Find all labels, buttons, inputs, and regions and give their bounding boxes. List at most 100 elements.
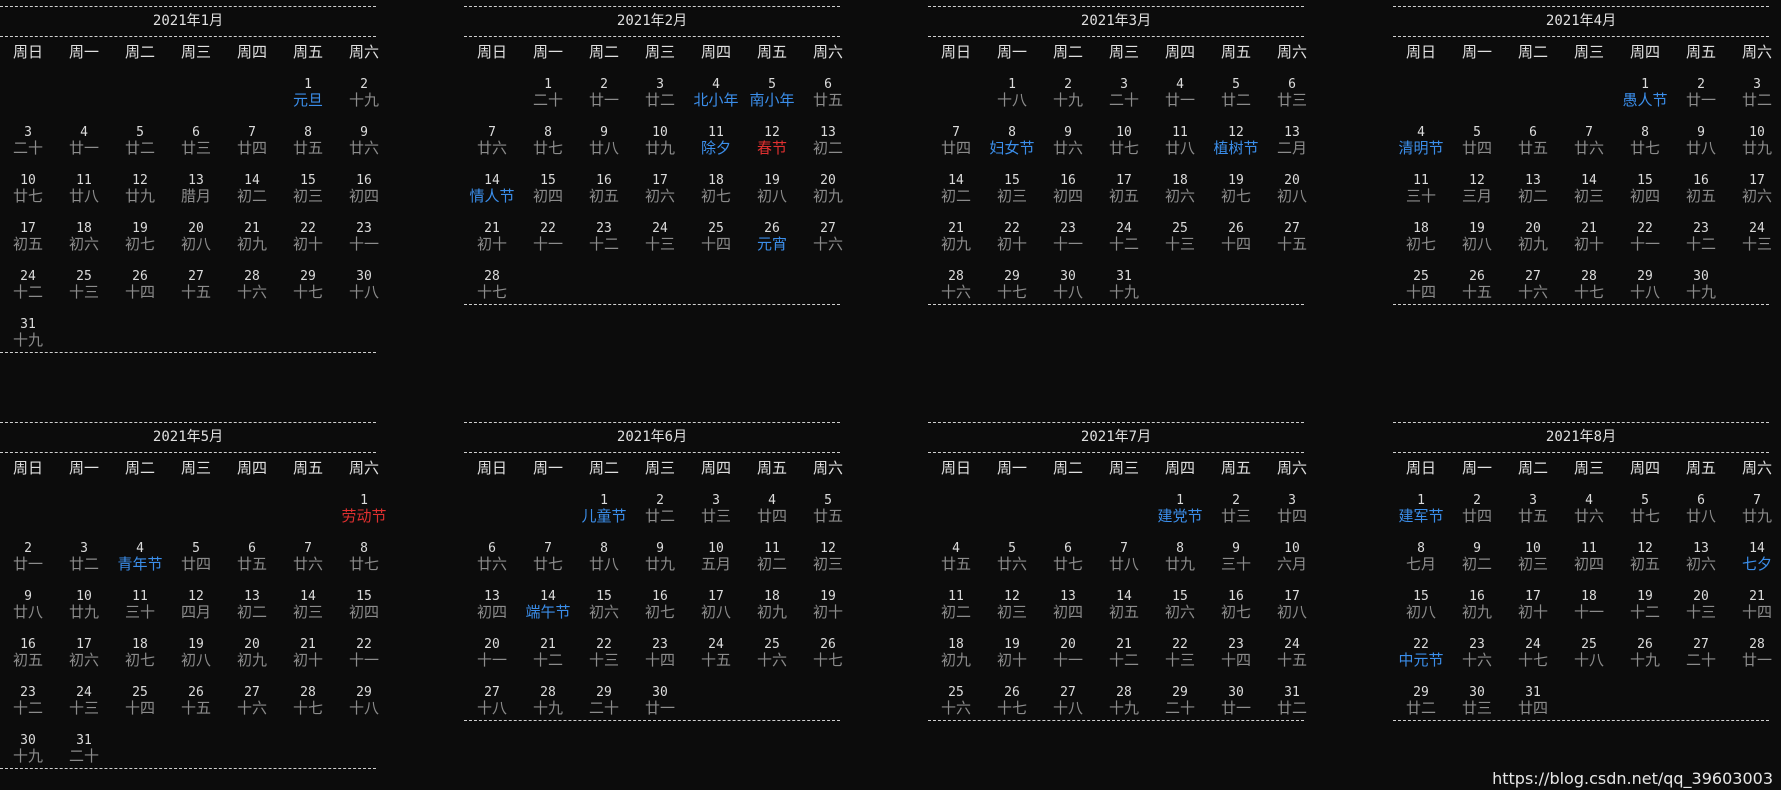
- day-number: 11: [708, 125, 724, 140]
- day-number: 8: [360, 541, 368, 556]
- day-number: 31: [76, 733, 92, 748]
- day-number: 15: [356, 589, 372, 604]
- lunar-date-label: 廿二: [124, 139, 155, 157]
- holiday-label: 植树节: [1213, 139, 1259, 157]
- lunar-date-label: 初八: [700, 603, 731, 621]
- day-cell: 9 廿八: [0, 590, 56, 621]
- lunar-date-label: 初八: [1276, 187, 1307, 205]
- separator-line: [1393, 6, 1769, 7]
- day-cell: 13 初二: [1505, 174, 1561, 205]
- day-cell: 21 初九: [224, 222, 280, 253]
- day-number: 3: [1529, 493, 1537, 508]
- day-number: 10: [652, 125, 668, 140]
- weekday-header: 周二: [1517, 43, 1548, 61]
- holiday-label: 青年节: [117, 555, 163, 573]
- day-number: 27: [1693, 637, 1709, 652]
- lunar-date-label: 廿一: [12, 555, 43, 573]
- day-cell: 1 元旦: [280, 78, 336, 109]
- day-number: 4: [80, 125, 88, 140]
- lunar-date-label: 廿六: [348, 139, 379, 157]
- lunar-date-label: 廿一: [1685, 91, 1716, 109]
- day-number: 5: [136, 125, 144, 140]
- day-number: 16: [1693, 173, 1709, 188]
- month-title: 2021年7月: [1080, 429, 1152, 445]
- lunar-date-label: 十五: [1461, 283, 1492, 301]
- day-cell: 15 初四: [520, 174, 576, 205]
- lunar-date-label: 十八: [1629, 283, 1660, 301]
- day-number: 17: [1525, 589, 1541, 604]
- lunar-date-label: 五月: [700, 555, 731, 573]
- weekday-header: 周四: [1629, 459, 1660, 477]
- holiday-label: 清明节: [1398, 139, 1444, 157]
- day-number: 2: [600, 77, 608, 92]
- day-cell: 24 十七: [1505, 638, 1561, 669]
- day-number: 1: [1417, 493, 1425, 508]
- day-number: 25: [1413, 269, 1429, 284]
- weekday-header: 周六: [1276, 459, 1307, 477]
- weekday-header: 周五: [292, 459, 323, 477]
- month-title: 2021年8月: [1545, 429, 1617, 445]
- lunar-date-label: 十二: [12, 699, 43, 717]
- lunar-date-label: 腊月: [180, 187, 211, 205]
- lunar-date-label: 初七: [1405, 235, 1436, 253]
- lunar-date-label: 十九: [1629, 651, 1660, 669]
- weekday-header: 周一: [532, 459, 563, 477]
- day-cell: 28 十七: [280, 686, 336, 717]
- lunar-date-label: 初四: [1052, 603, 1083, 621]
- day-cell: 17 初六: [56, 638, 112, 669]
- day-number: 7: [952, 125, 960, 140]
- lunar-date-label: 初二: [756, 555, 787, 573]
- day-cell: 7 廿六: [280, 542, 336, 573]
- day-number: 6: [1529, 125, 1537, 140]
- day-number: 27: [1525, 269, 1541, 284]
- lunar-date-label: 十七: [1573, 283, 1604, 301]
- day-number: 20: [1693, 589, 1709, 604]
- weekday-header: 周日: [12, 43, 43, 61]
- day-number: 2: [1473, 493, 1481, 508]
- day-number: 5: [1008, 541, 1016, 556]
- day-number: 8: [1417, 541, 1425, 556]
- lunar-date-label: 廿六: [996, 555, 1027, 573]
- lunar-date-label: 廿五: [236, 555, 267, 573]
- day-number: 14: [484, 173, 500, 188]
- day-number: 29: [1004, 269, 1020, 284]
- lunar-date-label: 十六: [1461, 651, 1492, 669]
- day-number: 28: [300, 685, 316, 700]
- day-cell: 19 初十: [800, 590, 856, 621]
- day-number: 12: [764, 125, 780, 140]
- lunar-date-label: 十九: [1108, 283, 1139, 301]
- day-cell: 2 廿一: [1673, 78, 1729, 109]
- month-title: 2021年3月: [1080, 13, 1152, 29]
- lunar-date-label: 廿一: [1164, 91, 1195, 109]
- lunar-date-label: 初二: [940, 603, 971, 621]
- lunar-date-label: 十一: [1052, 235, 1083, 253]
- day-cell: 10 廿七: [0, 174, 56, 205]
- day-number: 30: [1693, 269, 1709, 284]
- day-cell: 29 二十: [576, 686, 632, 717]
- day-number: 31: [1525, 685, 1541, 700]
- lunar-date-label: 初五: [588, 187, 619, 205]
- day-cell: 17 初十: [1505, 590, 1561, 621]
- lunar-date-label: 初四: [348, 187, 379, 205]
- day-cell: 20 初九: [1505, 222, 1561, 253]
- day-cell: 21 初十: [1561, 222, 1617, 253]
- day-cell: 7 廿六: [1561, 126, 1617, 157]
- lunar-date-label: 二十: [1685, 651, 1716, 669]
- day-number: 31: [1116, 269, 1132, 284]
- day-cell: 15 初三: [984, 174, 1040, 205]
- lunar-date-label: 廿二: [68, 555, 99, 573]
- day-cell: 28 十九: [1096, 686, 1152, 717]
- weekday-header: 周六: [348, 459, 379, 477]
- day-number: 27: [188, 269, 204, 284]
- day-number: 20: [244, 637, 260, 652]
- day-number: 31: [20, 317, 36, 332]
- day-number: 4: [136, 541, 144, 556]
- day-cell: 25 十六: [744, 638, 800, 669]
- day-cell: 21 十二: [520, 638, 576, 669]
- day-number: 24: [1116, 221, 1132, 236]
- lunar-date-label: 十五: [1276, 651, 1307, 669]
- day-number: 21: [540, 637, 556, 652]
- holiday-label: 愚人节: [1622, 91, 1668, 109]
- day-number: 26: [820, 637, 836, 652]
- day-cell: 27 十六: [224, 686, 280, 717]
